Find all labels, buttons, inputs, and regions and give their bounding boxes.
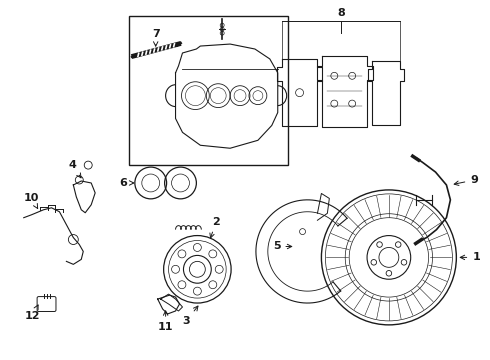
Text: 12: 12 [24, 305, 40, 321]
Text: 4: 4 [69, 160, 81, 178]
Text: 5: 5 [273, 242, 292, 252]
Text: 6: 6 [119, 178, 134, 188]
Text: 2: 2 [210, 217, 220, 238]
Text: 3: 3 [182, 306, 198, 326]
Text: 7: 7 [152, 29, 160, 46]
Text: 11: 11 [158, 311, 173, 332]
Text: 1: 1 [460, 252, 480, 262]
Text: 10: 10 [24, 193, 39, 208]
Text: 9: 9 [454, 175, 478, 185]
Text: 8: 8 [337, 8, 344, 18]
Bar [129, 16, 288, 165]
